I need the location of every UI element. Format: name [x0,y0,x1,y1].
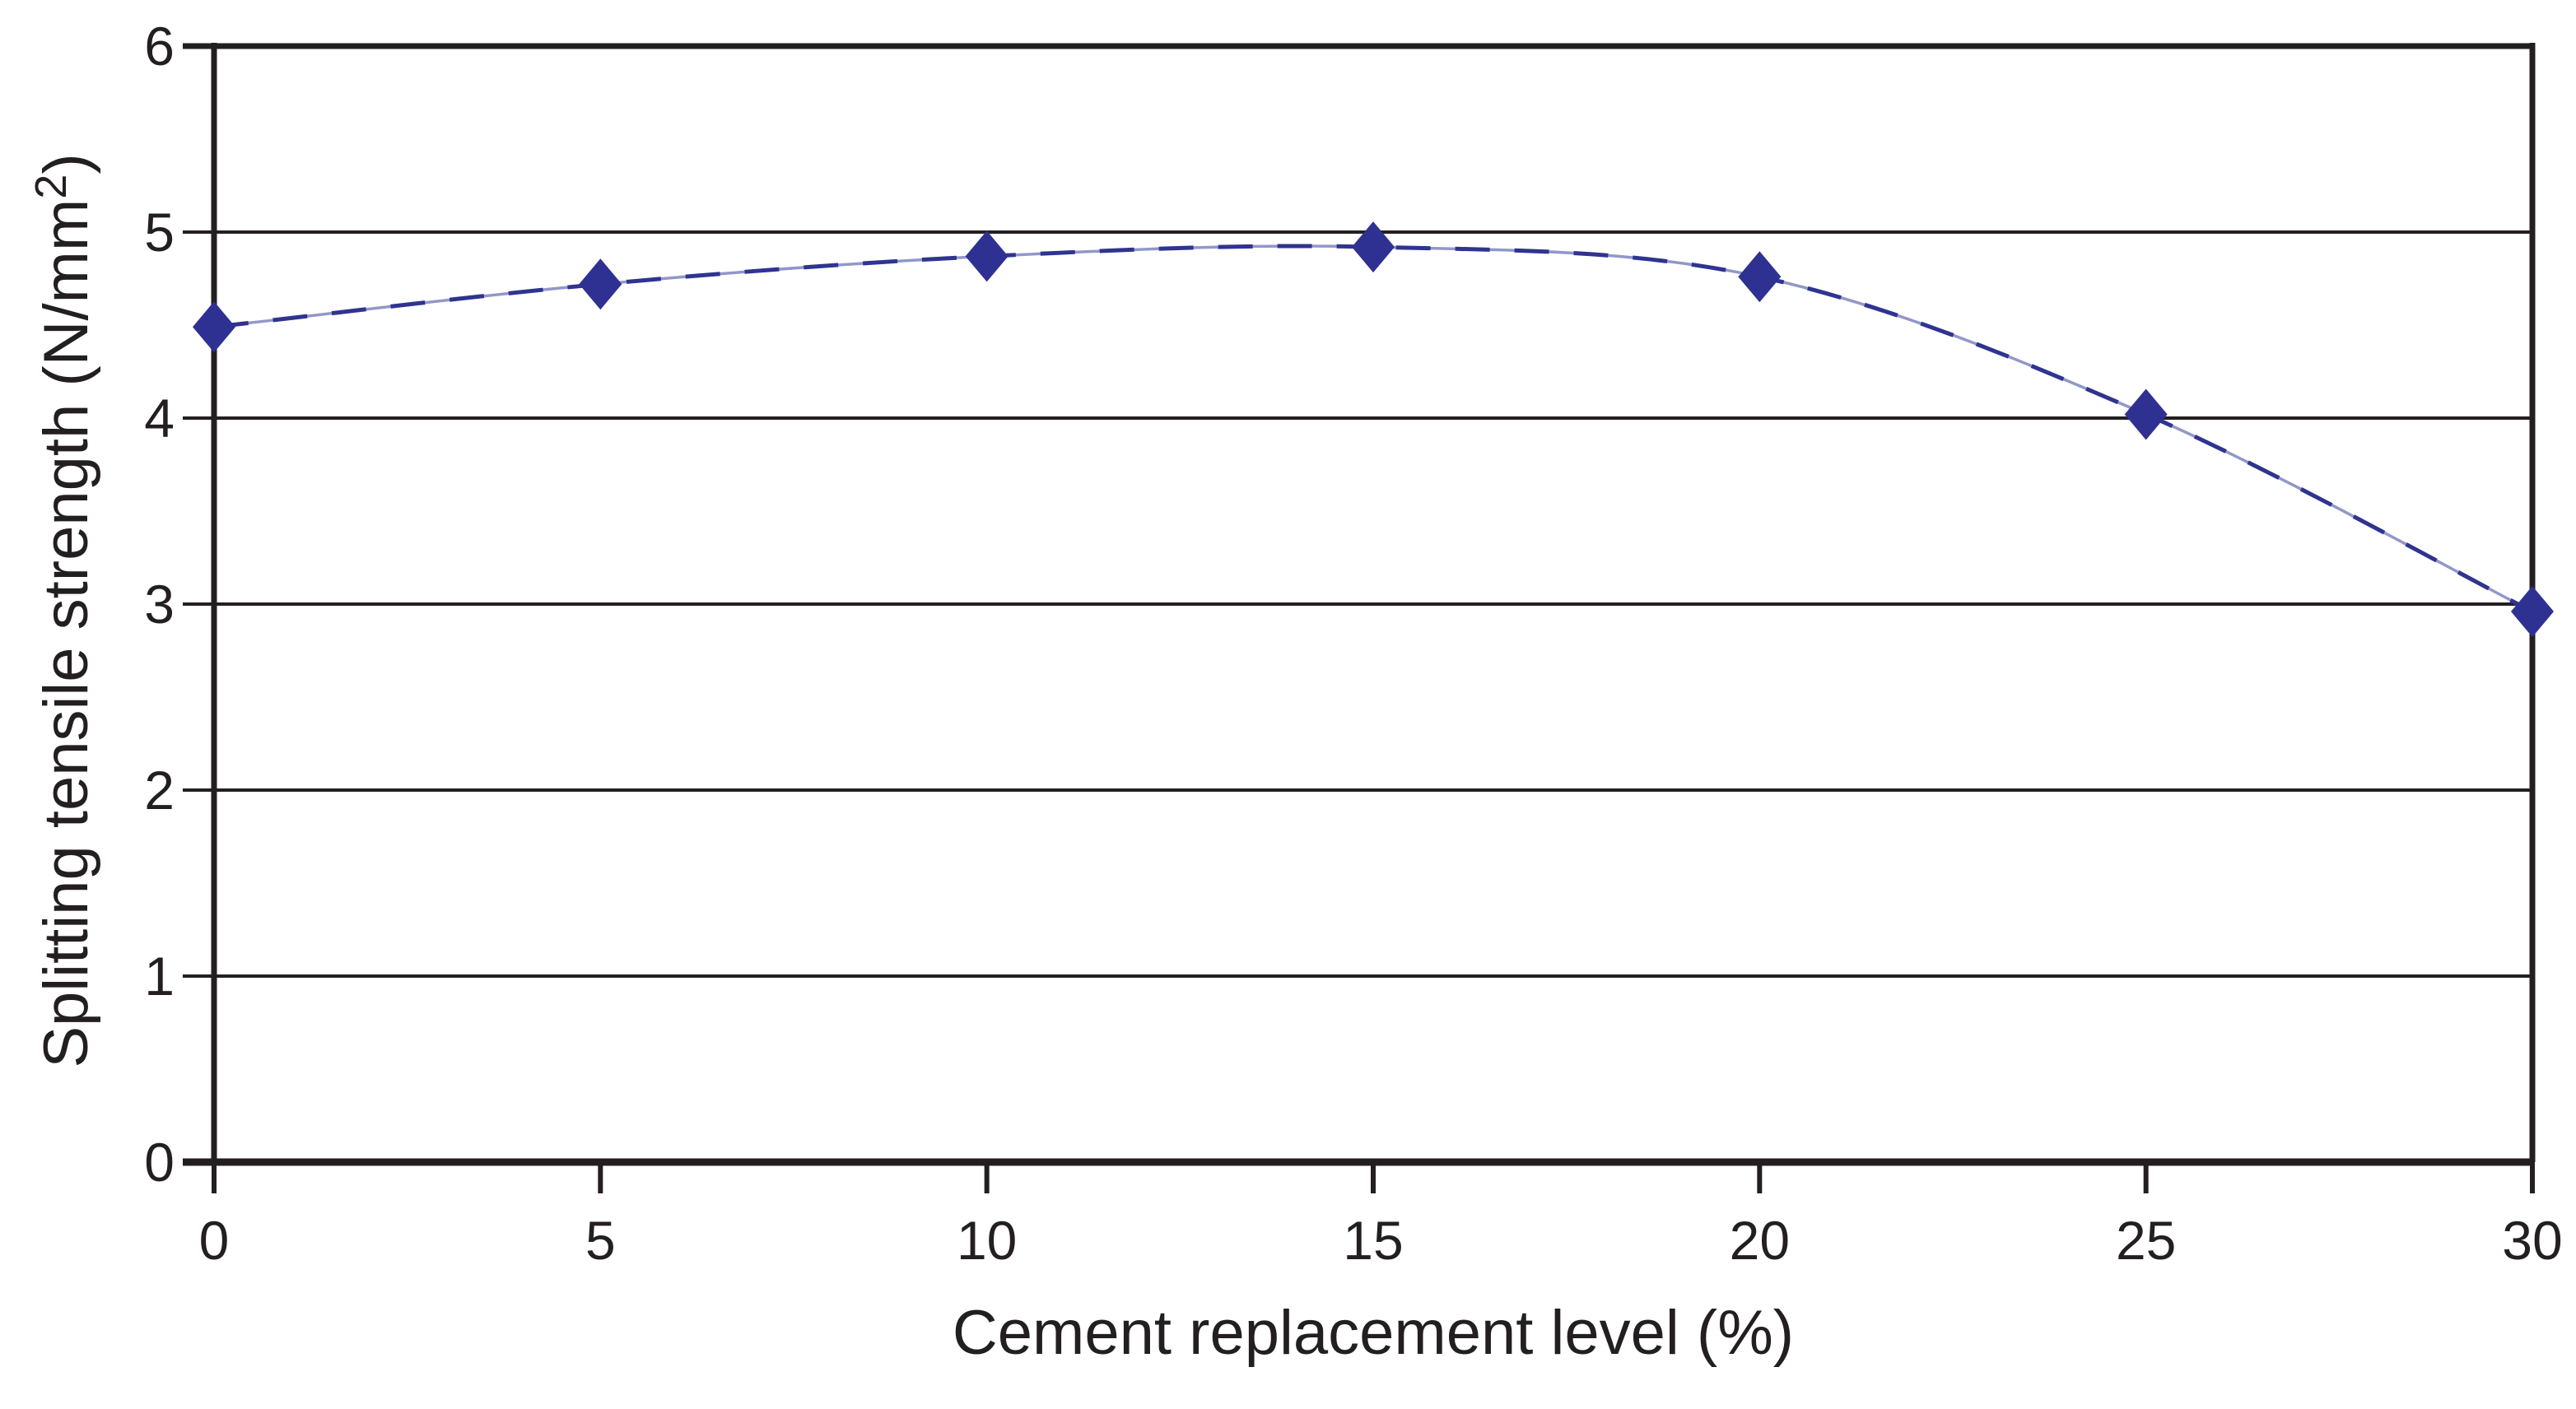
x-axis-title: Cement replacement level (%) [953,1298,1794,1368]
y-tick-labels: 0 1 2 3 4 5 6 [144,16,175,1193]
data-point-marker [579,258,622,310]
data-series [193,221,2554,638]
y-tick-label: 0 [144,1132,175,1193]
y-axis-title-main: Splitting tensile strength (N/mm [31,199,101,1068]
series-markers [193,221,2554,638]
x-tick-labels: 0 5 10 15 20 25 30 [199,1210,2563,1271]
series-line [213,244,2534,614]
y-tick-label: 5 [144,202,175,263]
data-point-marker [1352,221,1395,273]
data-point-marker [965,230,1009,282]
x-tick-label: 15 [1343,1210,1403,1271]
data-point-marker [2511,586,2554,638]
y-axis-title-superscript: 2 [26,174,76,199]
x-tick-label: 25 [2116,1210,2176,1271]
y-tick-label: 4 [144,388,175,449]
y-tick-label: 3 [144,574,175,635]
y-axis-title: Splitting tensile strength (N/mm2) [26,153,101,1067]
x-tick-label: 10 [957,1210,1017,1271]
x-tick-label: 5 [585,1210,616,1271]
x-ticks [212,1162,2535,1193]
series-line-underlay [213,244,2533,613]
y-gridlines [183,43,2532,1166]
x-tick-label: 20 [1730,1210,1790,1271]
x-tick-label: 30 [2502,1210,2562,1271]
y-axis-title-close: ) [31,153,101,174]
data-point-marker [1738,251,1782,303]
data-point-marker [2124,388,2168,440]
x-tick-label: 0 [199,1210,230,1271]
data-point-marker [193,301,235,353]
y-tick-label: 1 [144,946,175,1007]
y-tick-label: 6 [144,16,175,77]
y-tick-label: 2 [144,760,175,821]
